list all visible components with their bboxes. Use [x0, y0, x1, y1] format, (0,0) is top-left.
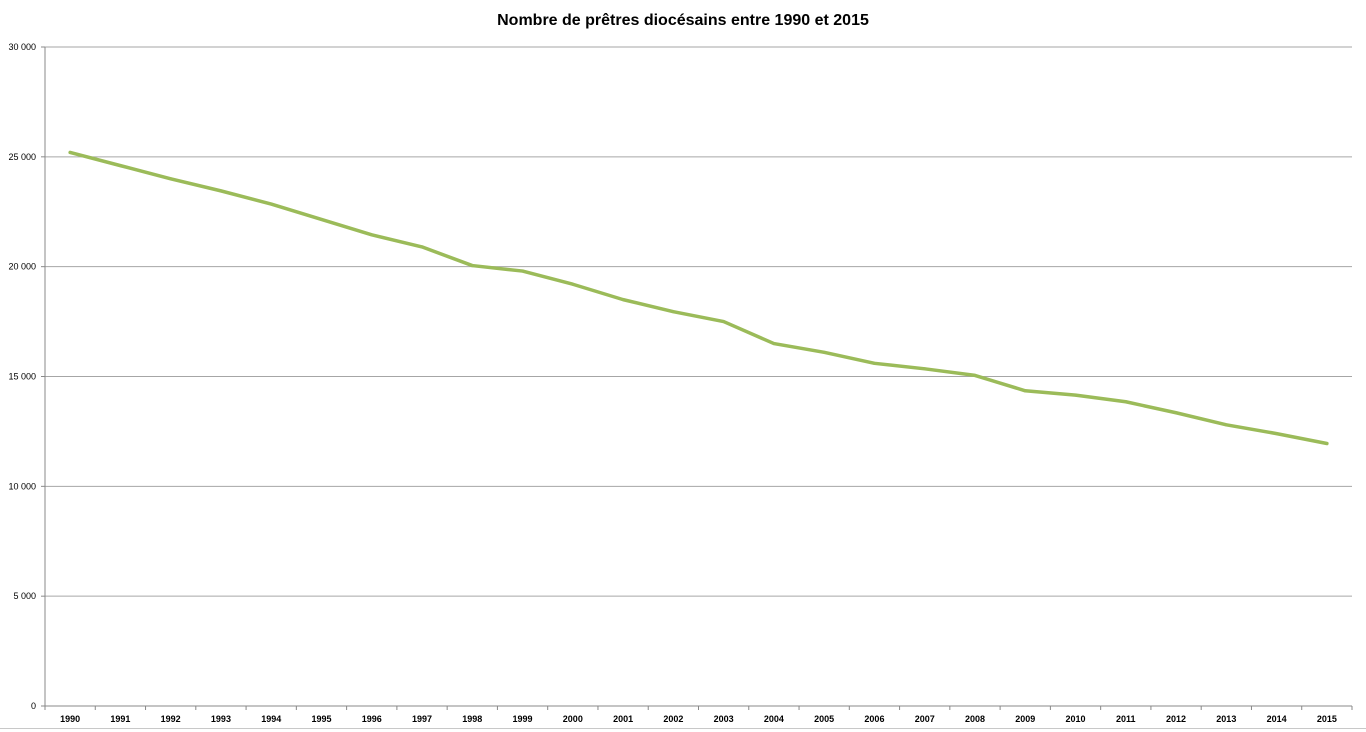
x-tick-label: 2001	[613, 714, 633, 724]
data-point-2001	[621, 298, 625, 302]
data-point-1993	[219, 189, 223, 193]
x-tick-label: 2012	[1166, 714, 1186, 724]
y-tick-label: 10 000	[8, 481, 36, 491]
x-tick-label: 1996	[362, 714, 382, 724]
data-point-2013	[1224, 423, 1228, 427]
data-point-2006	[872, 361, 876, 365]
data-point-2011	[1124, 400, 1128, 404]
data-point-2012	[1174, 411, 1178, 415]
x-tick-label: 2015	[1317, 714, 1337, 724]
data-point-2000	[571, 282, 575, 286]
data-point-1991	[118, 164, 122, 168]
x-tick-label: 1997	[412, 714, 432, 724]
x-tick-label: 1992	[161, 714, 181, 724]
data-point-2004	[772, 342, 776, 346]
data-point-2015	[1325, 441, 1329, 445]
y-tick-label: 30 000	[8, 42, 36, 52]
data-point-1996	[370, 233, 374, 237]
data-point-2010	[1074, 393, 1078, 397]
data-point-2014	[1275, 432, 1279, 436]
x-tick-label: 1995	[311, 714, 331, 724]
x-tick-label: 2010	[1066, 714, 1086, 724]
x-tick-label: 2003	[714, 714, 734, 724]
x-tick-label: 2008	[965, 714, 985, 724]
y-tick-label: 0	[31, 701, 36, 711]
x-tick-label: 1998	[462, 714, 482, 724]
data-point-2002	[671, 310, 675, 314]
data-point-2003	[722, 320, 726, 324]
y-tick-label: 20 000	[8, 262, 36, 272]
data-point-2005	[822, 350, 826, 354]
data-point-1995	[319, 217, 323, 221]
data-point-1992	[169, 177, 173, 181]
x-tick-label: 2014	[1267, 714, 1287, 724]
data-point-2007	[923, 367, 927, 371]
x-tick-label: 2000	[563, 714, 583, 724]
data-point-1997	[420, 245, 424, 249]
x-tick-label: 2013	[1216, 714, 1236, 724]
data-point-2009	[1023, 389, 1027, 393]
x-tick-label: 2006	[864, 714, 884, 724]
data-point-1990	[68, 150, 72, 154]
y-tick-label: 15 000	[8, 372, 36, 382]
chart-title: Nombre de prêtres diocésains entre 1990 …	[497, 12, 869, 29]
y-tick-label: 5 000	[13, 591, 36, 601]
x-tick-label: 1993	[211, 714, 231, 724]
data-point-1998	[470, 264, 474, 268]
data-point-1999	[521, 269, 525, 273]
x-tick-label: 1990	[60, 714, 80, 724]
x-tick-label: 2007	[915, 714, 935, 724]
data-point-2008	[973, 373, 977, 377]
series-line-0	[68, 150, 1329, 446]
x-tick-label: 2009	[1015, 714, 1035, 724]
data-point-1994	[269, 202, 273, 206]
y-tick-label: 25 000	[8, 152, 36, 162]
x-tick-label: 1994	[261, 714, 281, 724]
x-tick-label: 2004	[764, 714, 784, 724]
bottom-border	[0, 728, 1366, 729]
x-tick-label: 2005	[814, 714, 834, 724]
x-tick-label: 1999	[513, 714, 533, 724]
x-tick-label: 2011	[1116, 714, 1136, 724]
x-tick-label: 1991	[110, 714, 130, 724]
x-tick-label: 2002	[663, 714, 683, 724]
